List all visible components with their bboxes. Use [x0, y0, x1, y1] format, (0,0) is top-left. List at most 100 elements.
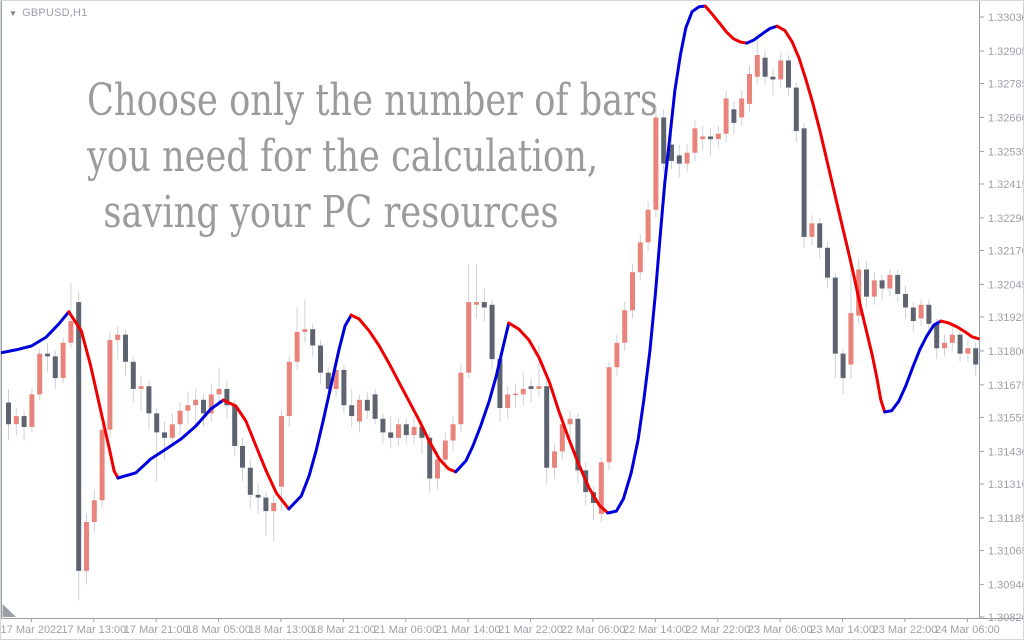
candle-bear	[832, 277, 838, 354]
price-label[interactable]: 1.32170	[988, 245, 1024, 257]
time-label[interactable]: 21 Mar 06:00	[373, 624, 438, 636]
candle-bull	[185, 405, 191, 411]
price-label[interactable]: 1.33030	[988, 12, 1024, 24]
price-label[interactable]: 1.30820	[988, 612, 1024, 624]
candle-bear	[973, 348, 979, 365]
time-label[interactable]: 21 Mar 14:00	[436, 624, 501, 636]
time-label[interactable]: 17 Mar 2022	[1, 624, 62, 636]
candle-bull	[653, 117, 659, 210]
watermark-text: Choose only the number of bars you need f…	[87, 73, 658, 241]
candle-bull	[466, 302, 472, 373]
candle-bull	[115, 334, 121, 341]
candle-bull	[84, 521, 89, 571]
candle-bull	[29, 394, 35, 427]
candle-bull	[333, 369, 339, 389]
time-label[interactable]: 23 Mar 06:00	[748, 624, 813, 636]
price-label[interactable]: 1.31800	[988, 346, 1024, 358]
symbol-label: ▼ GBPUSD,H1	[9, 7, 88, 19]
price-label[interactable]: 1.32535	[988, 146, 1024, 158]
candle-bull	[450, 424, 456, 441]
candle-bull	[692, 128, 698, 153]
candle-bear	[489, 304, 495, 360]
candle-bull	[848, 312, 854, 365]
candle-bull	[396, 424, 401, 438]
candle-bull	[606, 367, 612, 463]
candle-bull	[630, 272, 635, 311]
ma-line-up-segment	[116, 398, 225, 480]
candle-bear	[864, 269, 869, 297]
candle-bull	[614, 342, 620, 368]
ma-line-down-segment	[507, 321, 610, 515]
candle-bear	[201, 399, 206, 414]
time-label[interactable]: 22 Mar 14:00	[623, 624, 688, 636]
dropdown-arrow-icon[interactable]: ▼	[9, 8, 18, 18]
price-label[interactable]: 1.32045	[988, 279, 1024, 291]
price-label[interactable]: 1.32290	[988, 213, 1024, 225]
candle-bull	[286, 361, 292, 417]
candle-bull	[567, 418, 573, 425]
ma-line-up-segment	[606, 4, 707, 515]
candle-bear	[76, 302, 82, 571]
candle-bull	[700, 136, 706, 140]
watermark-line: you need for the calculation,	[87, 131, 599, 182]
candle-bear	[910, 307, 916, 322]
price-label[interactable]: 1.31925	[988, 312, 1024, 324]
time-label[interactable]: 21 Mar 22:00	[498, 624, 563, 636]
candle-bear	[263, 497, 269, 512]
price-label[interactable]: 1.31675	[988, 380, 1024, 392]
time-label[interactable]: 17 Mar 21:00	[124, 624, 189, 636]
candle-bear	[318, 345, 323, 373]
time-label[interactable]: 23 Mar 22:00	[873, 624, 938, 636]
time-label[interactable]: 22 Mar 06:00	[561, 624, 626, 636]
candle-bull	[754, 55, 760, 77]
ma-line-up-segment	[1, 310, 71, 355]
time-label[interactable]: 18 Mar 13:00	[249, 624, 314, 636]
ma-line-down-segment	[703, 4, 749, 45]
ma-line-down-segment	[349, 313, 458, 474]
candle-bull	[598, 462, 604, 514]
price-label[interactable]: 1.32905	[988, 46, 1024, 58]
candle-bull	[622, 310, 628, 343]
candle-bull	[107, 340, 113, 430]
time-label[interactable]: 24 Mar 06:00	[935, 624, 1000, 636]
candle-bear	[325, 372, 331, 389]
candle-bull	[513, 393, 518, 396]
candle-bear	[419, 426, 425, 438]
candle-bear	[544, 386, 550, 468]
candle-bear	[793, 87, 799, 132]
price-label[interactable]: 1.31310	[988, 479, 1024, 491]
time-label[interactable]: 22 Mar 22:00	[685, 624, 750, 636]
candle-bear	[786, 60, 791, 88]
candle-bull	[458, 372, 464, 425]
candle-bear	[840, 353, 846, 379]
time-label[interactable]: 23 Mar 14:00	[810, 624, 875, 636]
candle-bull	[411, 426, 417, 436]
price-label[interactable]: 1.32785	[988, 79, 1024, 91]
price-label[interactable]: 1.32415	[988, 179, 1024, 191]
candle-bull	[645, 209, 651, 243]
candle-bull	[723, 98, 729, 134]
time-label[interactable]: 18 Mar 05:00	[186, 624, 251, 636]
price-label[interactable]: 1.31185	[988, 513, 1024, 525]
candle-bear	[481, 302, 487, 308]
candle-bear	[364, 399, 370, 411]
candle-bull	[357, 399, 362, 422]
candle-bull	[965, 348, 971, 354]
candle-bull	[442, 440, 448, 460]
price-label[interactable]: 1.31065	[988, 545, 1024, 557]
price-label[interactable]: 1.32660	[988, 112, 1024, 124]
candle-bull	[279, 416, 284, 487]
candle-bull	[949, 334, 955, 343]
candle-bull	[809, 223, 815, 237]
candle-bear	[497, 359, 503, 408]
time-label[interactable]: 17 Mar 13:00	[61, 624, 126, 636]
candle-bull	[637, 242, 643, 273]
candle-bull	[739, 98, 745, 118]
price-label[interactable]: 1.31430	[988, 446, 1024, 458]
price-label[interactable]: 1.30940	[988, 579, 1024, 591]
time-label[interactable]: 18 Mar 21:00	[311, 624, 376, 636]
price-label[interactable]: 1.31555	[988, 412, 1024, 424]
candle-bull	[918, 304, 924, 319]
candle-bull	[942, 342, 947, 349]
